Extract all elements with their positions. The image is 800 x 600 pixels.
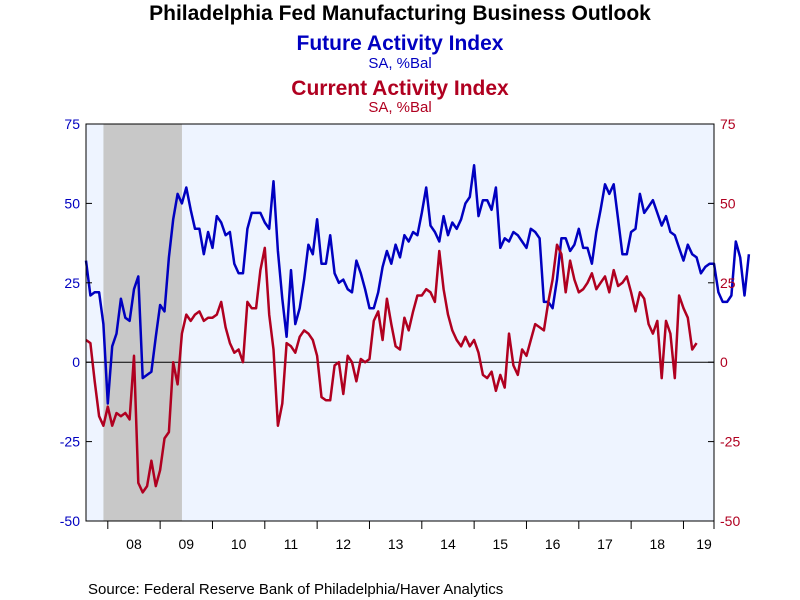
right-axis-tick-label: 0 — [720, 354, 728, 370]
series-2-title: Current Activity Index — [291, 77, 509, 100]
series-line-2 — [85, 243, 698, 494]
source-note: Source: Federal Reserve Bank of Philadel… — [88, 581, 503, 598]
right-axis-tick-label: 75 — [720, 116, 736, 132]
right-axis-tick-label: 50 — [720, 195, 736, 211]
chart-title: Philadelphia Fed Manufacturing Business … — [149, 2, 651, 25]
right-axis-tick-label: -50 — [720, 513, 740, 529]
x-axis-tick-label: 14 — [440, 536, 456, 552]
x-axis: 08 09 10 11 12 13 14 15 16 17 18 19 — [107, 521, 715, 552]
x-axis-tick-label: 08 — [126, 536, 142, 552]
x-axis-tick-label: 11 — [284, 536, 299, 552]
left-axis-tick-label: 75 — [64, 116, 80, 132]
left-axis: 75 50 25 0 -25 -50 — [60, 116, 92, 529]
x-axis-tick-label: 16 — [545, 536, 561, 552]
x-axis-tick-label: 12 — [336, 536, 352, 552]
series-1-title: Future Activity Index — [297, 32, 504, 55]
left-axis-tick-label: 25 — [64, 275, 80, 291]
plot-background — [86, 124, 714, 521]
right-axis: 75 50 25 0 -25 -50 — [708, 116, 740, 529]
right-axis-tick-label: 25 — [720, 275, 736, 291]
x-axis-tick-label: 15 — [493, 536, 509, 552]
series-line-1 — [84, 164, 751, 405]
series-1-units: SA, %Bal — [368, 55, 431, 72]
left-axis-tick-label: 0 — [72, 354, 80, 370]
x-axis-tick-label: 09 — [179, 536, 195, 552]
left-axis-tick-label: 50 — [64, 195, 80, 211]
series-lines — [84, 164, 751, 494]
x-axis-tick-label: 19 — [696, 536, 712, 552]
x-axis-tick-label: 18 — [650, 536, 666, 552]
x-axis-tick-label: 10 — [231, 536, 247, 552]
recession-shading — [103, 124, 182, 521]
series-2-units: SA, %Bal — [368, 99, 431, 116]
x-axis-tick-label: 13 — [388, 536, 404, 552]
left-axis-tick-label: -50 — [60, 513, 80, 529]
x-axis-tick-label: 17 — [597, 536, 613, 552]
left-axis-tick-label: -25 — [60, 434, 80, 450]
plot-frame — [85, 123, 715, 522]
right-axis-tick-label: -25 — [720, 434, 740, 450]
